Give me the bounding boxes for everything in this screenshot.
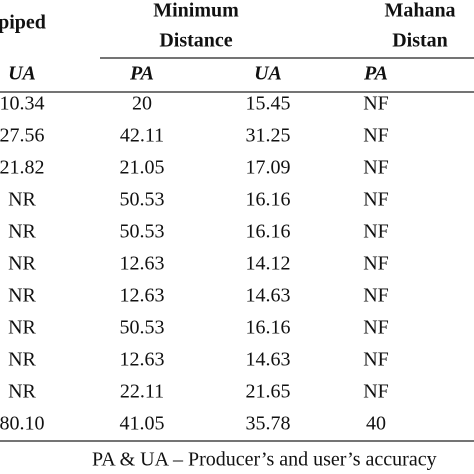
cell: NR <box>8 221 36 243</box>
header-cell: Minimum <box>153 0 239 22</box>
cell: 14.63 <box>246 285 291 307</box>
footnote: PA & UA – Producer’s and user’s accuracy <box>92 449 437 471</box>
cell: 20 <box>132 93 152 115</box>
subheader-cell: UA <box>254 63 282 85</box>
subheader-cell: PA <box>129 63 154 85</box>
cell: 21.82 <box>0 157 45 179</box>
cell: 12.63 <box>120 349 165 371</box>
cell: 14.63 <box>246 349 291 371</box>
cell: 16.16 <box>246 317 291 339</box>
header-cell: Mahana <box>384 0 455 22</box>
cell: 17.09 <box>246 157 291 179</box>
cell: NR <box>8 253 36 275</box>
cell: NF <box>363 253 389 275</box>
cell: 80.10 <box>0 413 45 435</box>
cell: NF <box>363 189 389 211</box>
cell: NR <box>8 349 36 371</box>
cell: 21.65 <box>246 381 291 403</box>
cell: 50.53 <box>120 317 165 339</box>
cell: 16.16 <box>246 189 291 211</box>
cell: 21.05 <box>120 157 165 179</box>
cell: NR <box>8 381 36 403</box>
subheader-cell: UA <box>8 63 36 85</box>
cell: 41.05 <box>120 413 165 435</box>
cell: NF <box>363 93 389 115</box>
cell: 22.11 <box>120 381 164 403</box>
cell: 31.25 <box>246 125 291 147</box>
cell: NF <box>363 317 389 339</box>
cell: NF <box>363 157 389 179</box>
cell: 12.63 <box>120 253 165 275</box>
cell: 10.34 <box>0 93 45 115</box>
cell: 14.12 <box>246 253 291 275</box>
cell: 16.16 <box>246 221 291 243</box>
cell: 42.11 <box>120 125 164 147</box>
cell: 15.45 <box>246 93 291 115</box>
cell: 40 <box>366 413 386 435</box>
header-cell: Distan <box>392 30 448 52</box>
cell: NF <box>363 285 389 307</box>
cell: NF <box>363 381 389 403</box>
cell: NF <box>363 349 389 371</box>
subheader-cell: PA <box>363 63 388 85</box>
header-cell: Distance <box>159 30 232 52</box>
header-cell: piped <box>0 12 46 34</box>
cell: NR <box>8 285 36 307</box>
cell: NR <box>8 189 36 211</box>
cell: NF <box>363 221 389 243</box>
cell: NF <box>363 125 389 147</box>
cell: 27.56 <box>0 125 45 147</box>
cell: 12.63 <box>120 285 165 307</box>
cell: 50.53 <box>120 221 165 243</box>
cell: 35.78 <box>246 413 291 435</box>
cell: NR <box>8 317 36 339</box>
cell: 50.53 <box>120 189 165 211</box>
